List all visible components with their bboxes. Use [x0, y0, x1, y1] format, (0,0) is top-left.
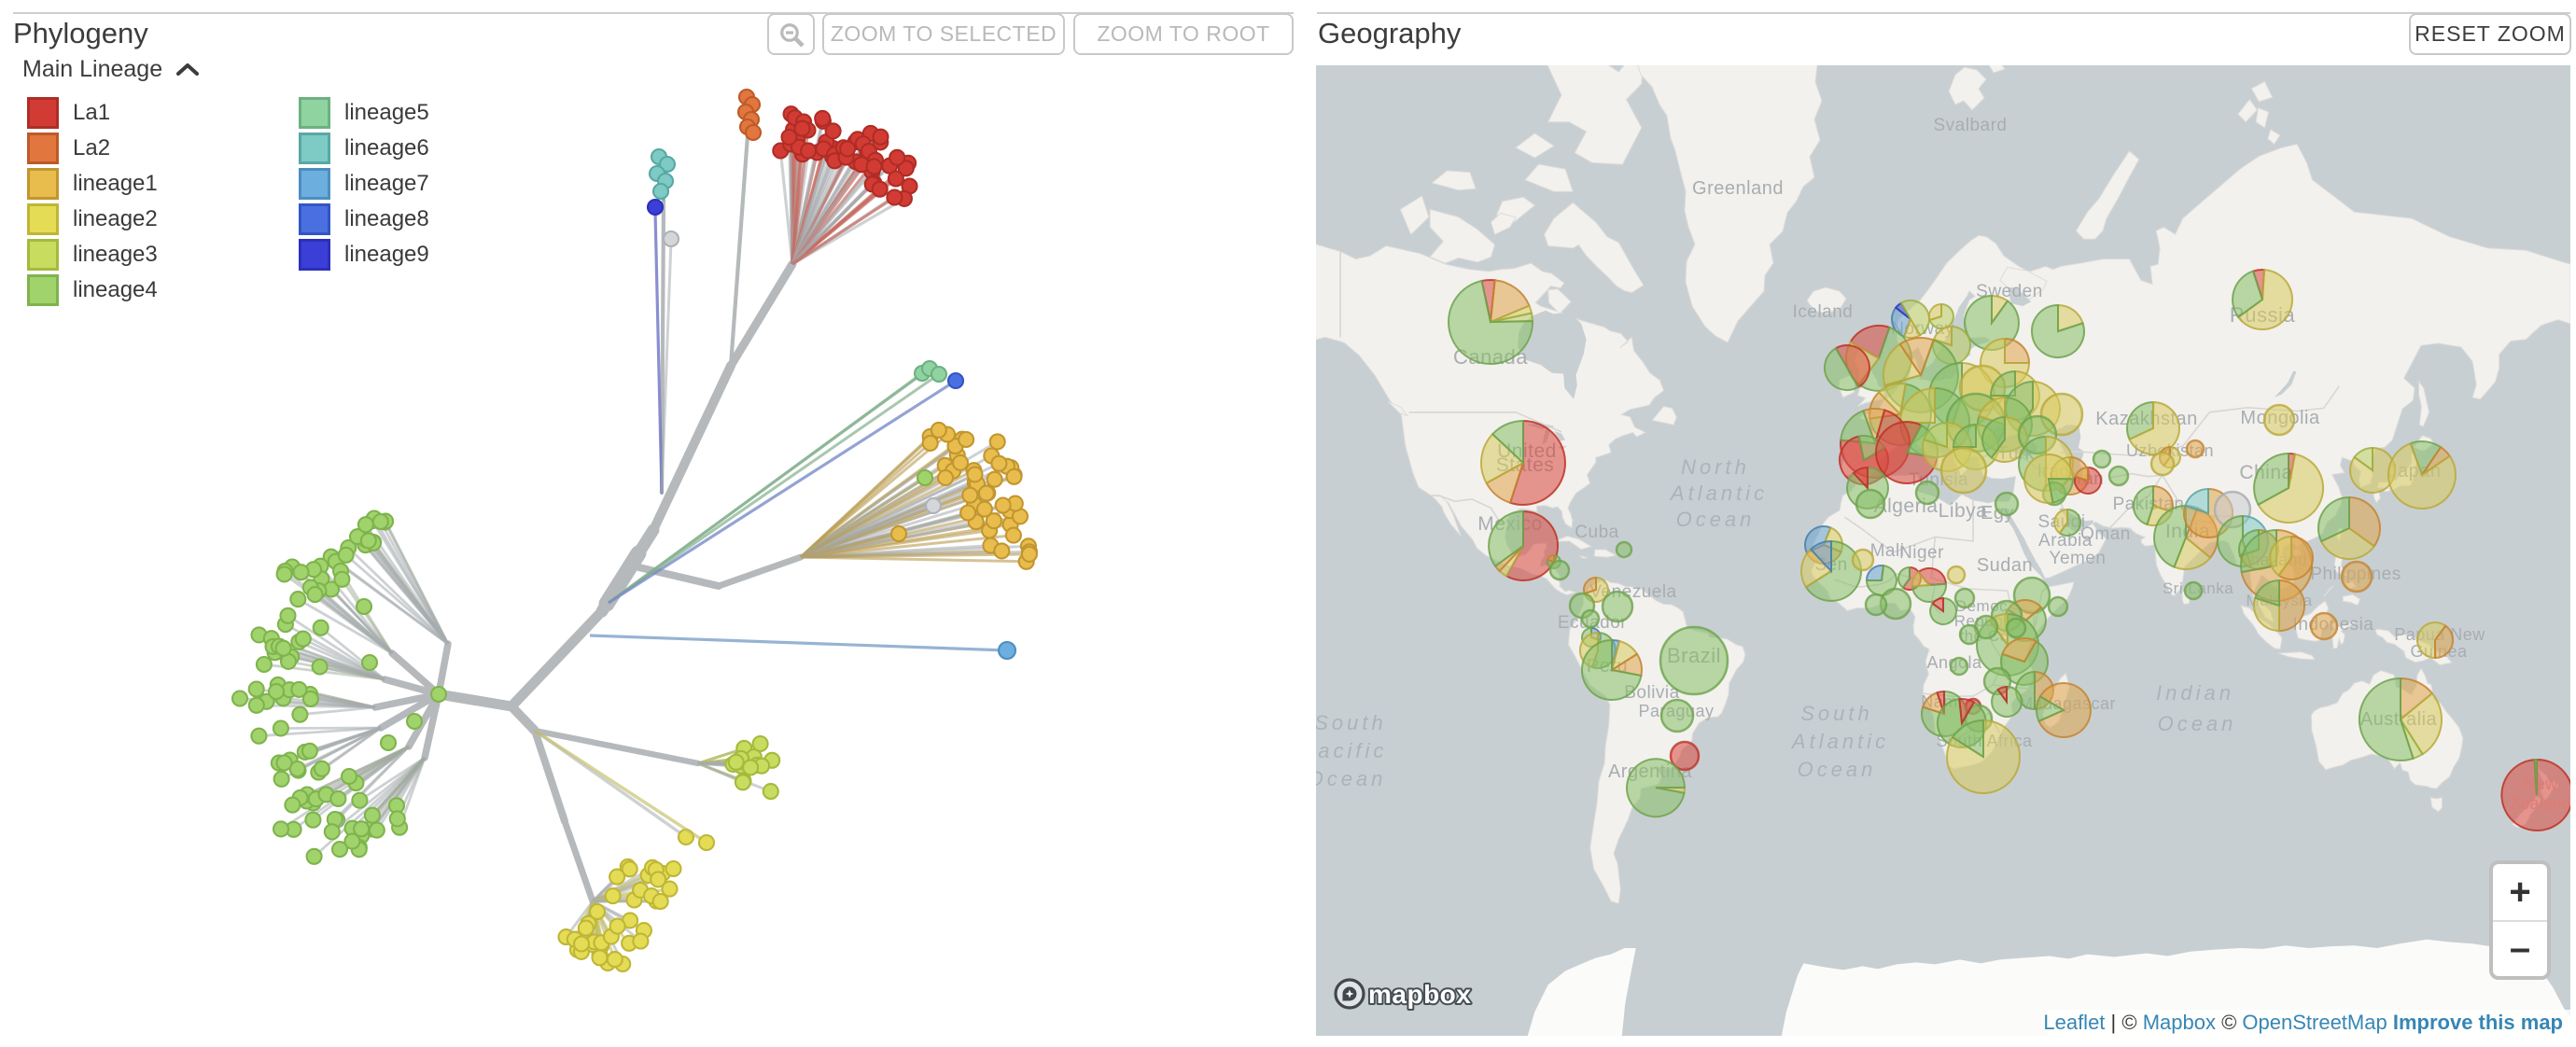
- svg-text:Cuba: Cuba: [1575, 523, 1618, 542]
- svg-text:Bolivia: Bolivia: [1624, 683, 1679, 703]
- svg-text:Oman: Oman: [2080, 524, 2131, 544]
- svg-text:Ocean: Ocean: [2158, 712, 2237, 735]
- svg-text:Ocean: Ocean: [1676, 508, 1756, 531]
- svg-text:Svalbard: Svalbard: [1934, 116, 2008, 135]
- svg-text:Ocean: Ocean: [1798, 758, 1877, 781]
- svg-text:Greenland: Greenland: [1692, 178, 1784, 199]
- svg-text:Arabia: Arabia: [2038, 531, 2093, 551]
- svg-text:Libya: Libya: [1939, 500, 1988, 522]
- svg-text:Iceland: Iceland: [1793, 302, 1854, 322]
- svg-text:mapbox: mapbox: [1368, 980, 1471, 1009]
- svg-text:South: South: [1800, 702, 1873, 725]
- svg-text:Pacific: Pacific: [1316, 739, 1387, 762]
- svg-text:North: North: [1681, 455, 1750, 479]
- svg-text:Ocean: Ocean: [1316, 767, 1386, 790]
- svg-text:Atlantic: Atlantic: [1669, 482, 1768, 505]
- svg-text:Yemen: Yemen: [2050, 549, 2107, 568]
- svg-text:Niger: Niger: [1899, 543, 1944, 563]
- svg-text:Atlantic: Atlantic: [1790, 730, 1889, 753]
- svg-text:Mali: Mali: [1870, 541, 1905, 561]
- svg-text:Sudan: Sudan: [1977, 555, 2033, 576]
- svg-text:Indian: Indian: [2156, 681, 2234, 705]
- svg-text:South: South: [1316, 711, 1387, 734]
